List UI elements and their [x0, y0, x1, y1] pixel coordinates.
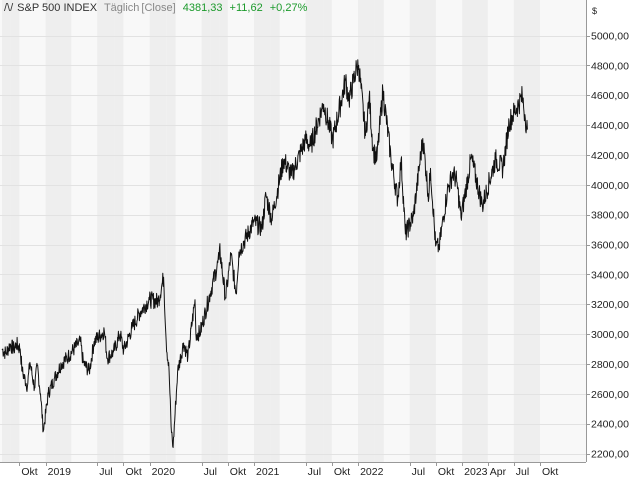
quarter-band — [531, 0, 540, 462]
y-tick-label: 4400,00 — [591, 120, 629, 132]
quarter-band — [149, 0, 159, 462]
x-tick-label: Jul — [516, 466, 529, 478]
quarter-band — [374, 0, 384, 462]
brand-logo-icon: /\/ — [4, 2, 14, 14]
quarter-band — [323, 0, 332, 462]
y-tick-label: 3400,00 — [591, 269, 629, 281]
quarter-band — [513, 0, 523, 462]
price-mode-label[interactable]: [Close] — [141, 2, 176, 14]
chart-header: /\/S&P 500 INDEX Täglich [Close] 4381,33 … — [4, 2, 311, 14]
quarter-band — [314, 0, 324, 462]
y-tick-label: 2400,00 — [591, 419, 629, 431]
x-tick-label: Jul — [308, 466, 321, 478]
x-tick-label: Okt — [21, 466, 37, 478]
quarter-band — [409, 0, 419, 462]
x-tick-label: Apr — [490, 466, 507, 478]
quarter-band — [270, 0, 280, 462]
quarter-band — [427, 0, 436, 462]
y-tick-label: 3800,00 — [591, 210, 629, 222]
y-tick-label: 2600,00 — [591, 389, 629, 401]
quarter-band — [470, 0, 479, 462]
x-tick-label: Jul — [412, 466, 425, 478]
x-tick-label: 2019 — [48, 466, 72, 478]
x-tick-label: 2021 — [256, 466, 280, 478]
y-tick-label: 3600,00 — [591, 240, 629, 252]
x-tick-label: 2020 — [152, 466, 176, 478]
quarter-band — [114, 0, 124, 462]
quarter-band — [418, 0, 428, 462]
y-tick-label: 3000,00 — [591, 329, 629, 341]
x-tick-label: Okt — [230, 466, 246, 478]
x-tick-label: Okt — [438, 466, 454, 478]
price-change: +11,62 — [229, 2, 263, 14]
interval-label[interactable]: Täglich — [103, 2, 140, 14]
quarter-band — [62, 0, 72, 462]
instrument-name[interactable]: S&P 500 INDEX — [17, 2, 98, 14]
price-change-percent: +0,27% — [269, 2, 308, 14]
x-tick-label: Okt — [125, 466, 141, 478]
quarter-band — [2, 0, 11, 462]
x-tick-label: Okt — [334, 466, 350, 478]
quarter-band — [522, 0, 532, 462]
y-tick-label: 4600,00 — [591, 90, 629, 102]
plot-background — [0, 0, 586, 462]
quarter-band — [45, 0, 55, 462]
last-price: 4381,33 — [182, 2, 223, 14]
x-tick-label: Jul — [99, 466, 112, 478]
x-tick-label: 2022 — [360, 466, 384, 478]
quarter-band — [210, 0, 220, 462]
price-series-group — [1, 59, 528, 448]
quarter-band — [366, 0, 375, 462]
y-tick-label: 4800,00 — [591, 60, 629, 72]
quarter-band — [97, 0, 107, 462]
quarter-band — [166, 0, 176, 462]
x-tick-label: Jul — [204, 466, 217, 478]
y-tick-label: 2800,00 — [591, 359, 629, 371]
quarter-band — [158, 0, 167, 462]
quarter-band — [10, 0, 20, 462]
quarter-band — [262, 0, 271, 462]
price-line — [1, 59, 528, 448]
x-tick-label: Okt — [542, 466, 558, 478]
x-tick-label: 2023 — [464, 466, 488, 478]
y-axis-ticks: 2200,00 2400,00 2600,00 2800,00 3000,00 3200,… — [586, 31, 629, 461]
quarter-band — [219, 0, 228, 462]
y-axis-unit: $ — [592, 6, 597, 16]
y-tick-label: 4000,00 — [591, 180, 629, 192]
y-tick-label: 2200,00 — [591, 449, 629, 461]
y-tick-label: 4200,00 — [591, 150, 629, 162]
quarter-band — [358, 0, 367, 462]
quarter-band — [201, 0, 211, 462]
y-tick-label: 5000,00 — [591, 31, 629, 43]
quarter-band — [462, 0, 471, 462]
y-tick-label: 3200,00 — [591, 299, 629, 311]
x-axis-ticks: Okt 2019 Jul Okt 2020 Jul Okt 2021 Jul Okt 2022 Jul… — [19, 462, 558, 478]
quarter-band — [478, 0, 488, 462]
quarter-band — [54, 0, 63, 462]
quarter-band — [305, 0, 315, 462]
alternating-month-bands — [0, 0, 586, 462]
quarter-band — [106, 0, 115, 462]
